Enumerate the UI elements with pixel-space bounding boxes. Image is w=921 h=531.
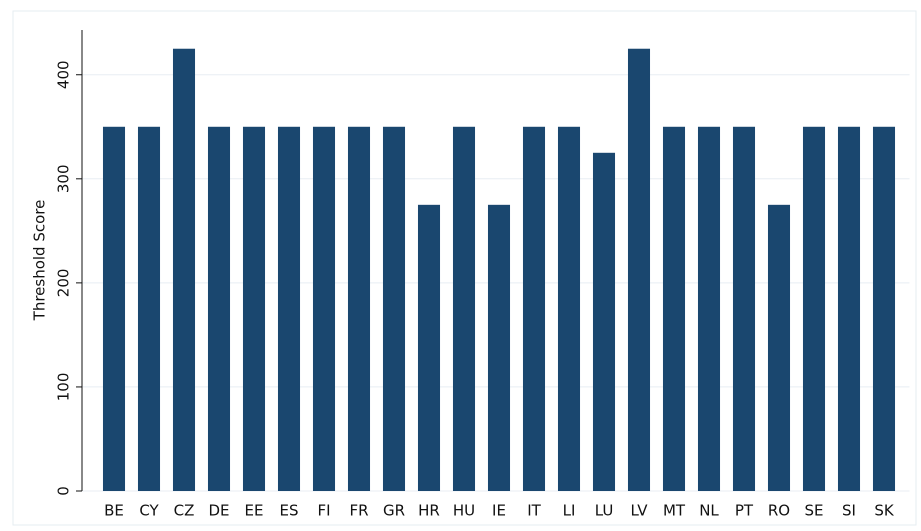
- x-tick-label: CY: [139, 502, 159, 520]
- x-tick-label: MT: [663, 502, 686, 520]
- x-tick-label: RO: [768, 502, 790, 520]
- bar: [417, 204, 441, 492]
- bar: [207, 126, 231, 491]
- bar: [872, 126, 896, 491]
- bar: [592, 152, 616, 491]
- x-tick-label: LU: [595, 502, 614, 520]
- bar: [382, 126, 406, 491]
- x-tick-label: FI: [317, 502, 330, 520]
- x-tick-label: GR: [383, 502, 405, 520]
- bar: [627, 48, 651, 491]
- x-tick-label: SK: [874, 502, 895, 520]
- bar: [102, 126, 126, 491]
- bar: [837, 126, 861, 491]
- x-tick-label: PT: [735, 502, 754, 520]
- x-tick-label: EE: [245, 502, 264, 520]
- bar: [242, 126, 266, 491]
- x-tick-label: IE: [492, 502, 506, 520]
- y-tick-label: 400: [55, 60, 73, 89]
- bar: [452, 126, 476, 491]
- x-tick-label: IT: [527, 502, 541, 520]
- y-tick-label: 0: [55, 486, 73, 496]
- bar: [697, 126, 721, 491]
- bar: [172, 48, 196, 491]
- x-tick-label: CZ: [174, 502, 195, 520]
- bar: [557, 126, 581, 491]
- bar: [312, 126, 336, 491]
- x-tick-label: LV: [631, 502, 649, 520]
- x-tick-label: BE: [104, 502, 124, 520]
- x-tick-label: SE: [805, 502, 824, 520]
- bar: [802, 126, 826, 491]
- x-tick-label: FR: [349, 502, 368, 520]
- x-tick-label: SI: [842, 502, 856, 520]
- bar: [487, 204, 511, 492]
- x-tick-label: HU: [453, 502, 475, 520]
- bar: [522, 126, 546, 491]
- bar: [347, 126, 371, 491]
- x-tick-label: LI: [563, 502, 576, 520]
- x-tick-label: NL: [699, 502, 719, 520]
- x-tick-label: HR: [418, 502, 440, 520]
- y-tick-label: 300: [55, 164, 73, 193]
- bar: [732, 126, 756, 491]
- y-tick-label: 200: [55, 269, 73, 298]
- bar: [277, 126, 301, 491]
- bar: [767, 204, 791, 492]
- bar: [662, 126, 686, 491]
- y-tick-label: 100: [55, 373, 73, 402]
- x-tick-label: DE: [208, 502, 229, 520]
- y-axis-label: Threshold Score: [31, 200, 49, 322]
- x-tick-label: ES: [280, 502, 299, 520]
- bar: [137, 126, 161, 491]
